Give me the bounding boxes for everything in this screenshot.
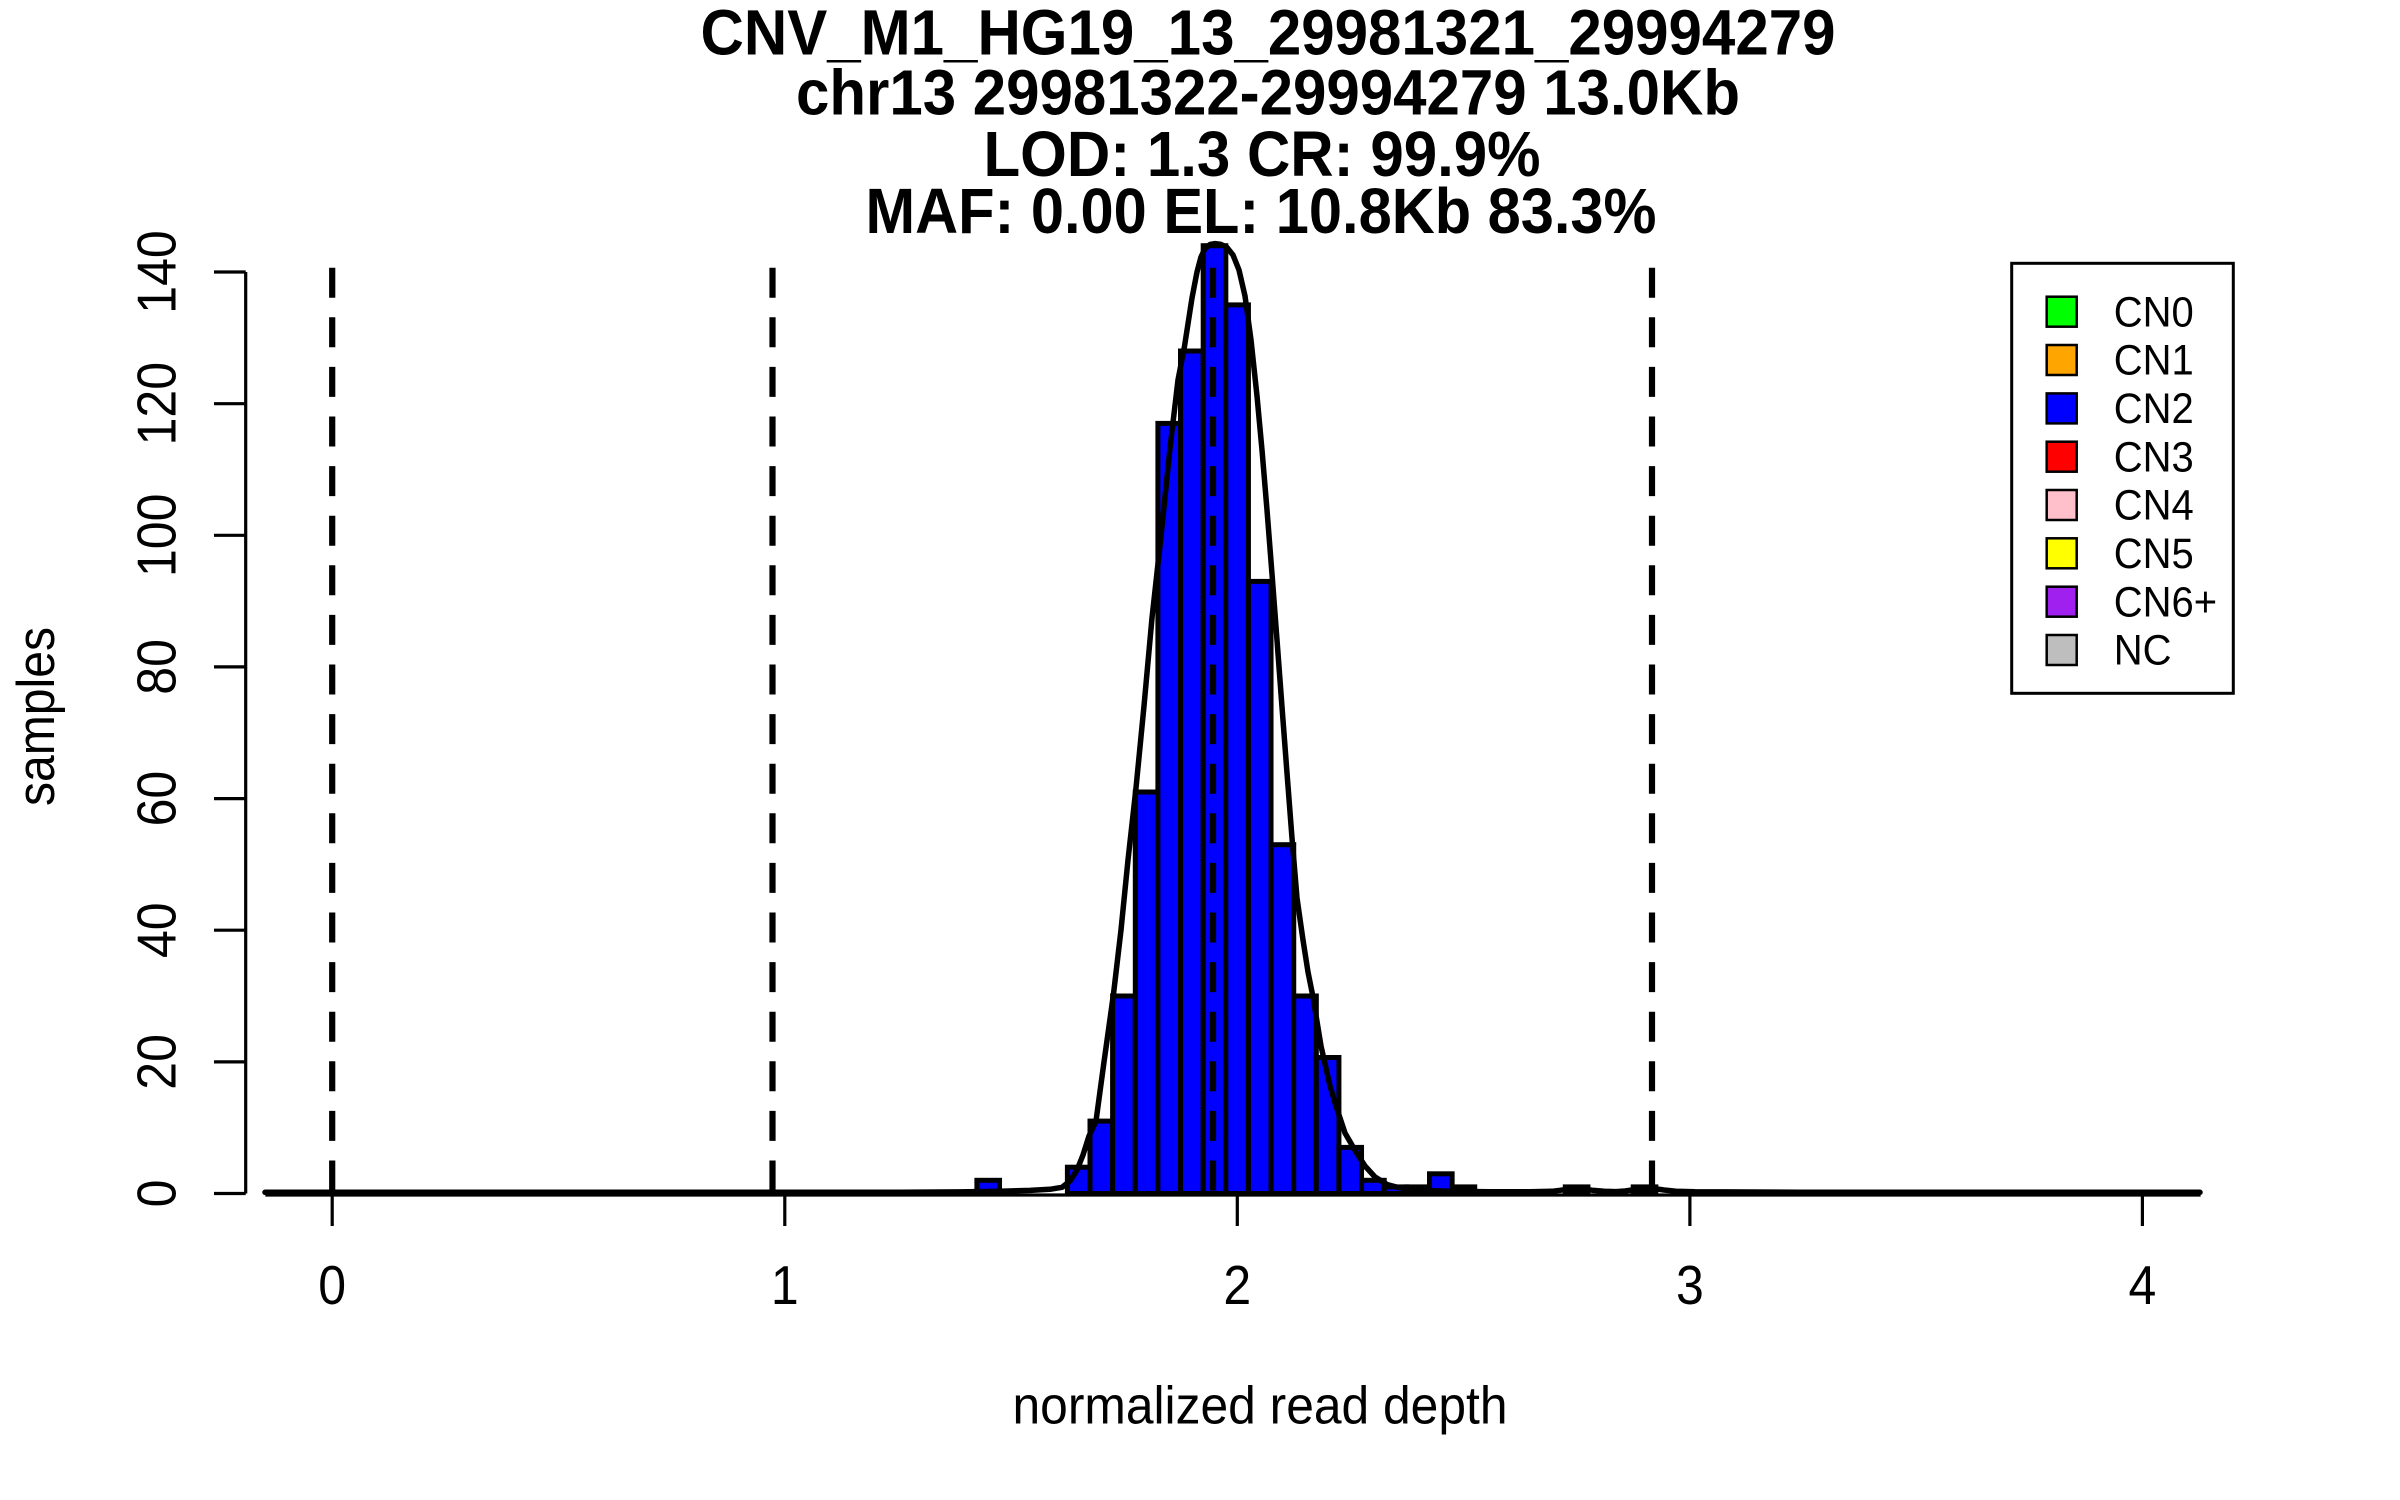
svg-text:CN4: CN4 xyxy=(2114,482,2194,530)
svg-text:100: 100 xyxy=(125,494,187,577)
svg-text:0: 0 xyxy=(125,1180,187,1208)
svg-text:4: 4 xyxy=(2129,1254,2157,1316)
svg-text:CN5: CN5 xyxy=(2114,530,2194,578)
svg-text:MAF: 0.00 EL: 10.8Kb 83.3%: MAF: 0.00 EL: 10.8Kb 83.3% xyxy=(866,175,1657,247)
svg-text:2: 2 xyxy=(1223,1254,1251,1316)
svg-text:40: 40 xyxy=(125,902,187,958)
svg-text:140: 140 xyxy=(125,230,187,313)
svg-text:80: 80 xyxy=(125,639,187,695)
svg-text:1: 1 xyxy=(771,1254,799,1316)
svg-text:20: 20 xyxy=(125,1034,187,1090)
svg-text:CN6+: CN6+ xyxy=(2114,578,2217,626)
svg-text:chr13 29981322-29994279 13.0Kb: chr13 29981322-29994279 13.0Kb xyxy=(796,57,1740,129)
svg-text:CN0: CN0 xyxy=(2114,288,2194,336)
svg-text:NC: NC xyxy=(2114,627,2172,675)
svg-text:CN3: CN3 xyxy=(2114,433,2194,481)
svg-text:3: 3 xyxy=(1676,1254,1704,1316)
svg-text:samples: samples xyxy=(7,627,66,806)
svg-text:CN2: CN2 xyxy=(2114,385,2194,433)
svg-text:normalized read depth: normalized read depth xyxy=(1013,1377,1508,1436)
svg-text:CNV_M1_HG19_13_29981321_299942: CNV_M1_HG19_13_29981321_29994279 xyxy=(701,0,1836,69)
svg-text:LOD: 1.3 CR: 99.9%: LOD: 1.3 CR: 99.9% xyxy=(984,118,1541,190)
svg-text:CN1: CN1 xyxy=(2114,337,2194,385)
svg-text:120: 120 xyxy=(125,362,187,445)
svg-text:0: 0 xyxy=(318,1254,346,1316)
svg-text:60: 60 xyxy=(125,771,187,827)
